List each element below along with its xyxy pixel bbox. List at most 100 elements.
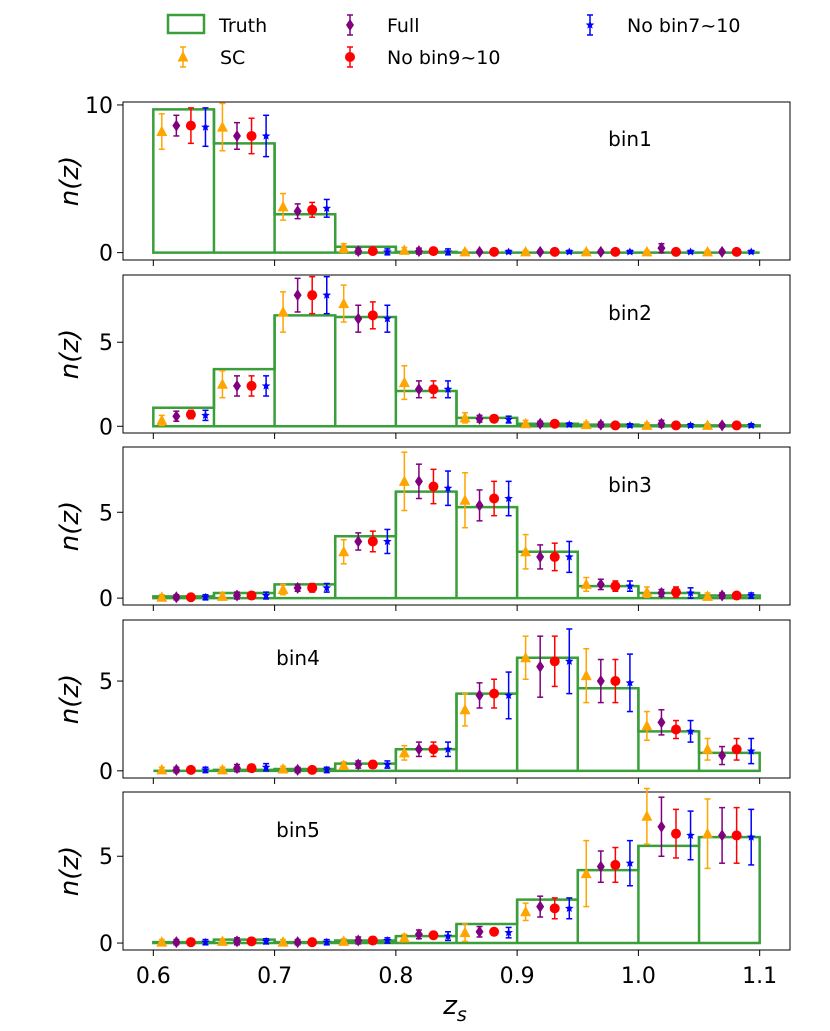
data-point — [156, 936, 168, 947]
y-tick-label: 0 — [99, 587, 113, 612]
data-point — [475, 412, 484, 425]
legend-no-bin7-10-marker — [585, 20, 595, 29]
data-point — [596, 245, 605, 258]
data-point — [625, 858, 635, 867]
data-point — [459, 411, 471, 423]
y-tick-label: 5 — [99, 501, 113, 526]
data-point — [549, 656, 560, 667]
data-point — [185, 592, 196, 603]
data-point — [746, 420, 756, 430]
data-point — [307, 204, 318, 215]
data-point — [657, 586, 666, 599]
data-point — [686, 420, 695, 430]
series-sc — [156, 787, 714, 947]
data-point — [731, 246, 742, 257]
data-point — [428, 246, 439, 257]
data-point — [625, 581, 635, 590]
data-point — [232, 762, 241, 775]
data-point — [185, 764, 196, 775]
series-full — [172, 635, 727, 776]
data-point — [354, 312, 363, 325]
data-point — [549, 551, 560, 562]
y-axis-label: n(z) — [55, 329, 85, 379]
data-point — [610, 420, 621, 431]
series-full — [172, 796, 727, 949]
data-point — [489, 493, 500, 504]
data-point — [172, 410, 181, 423]
data-point — [504, 690, 513, 700]
data-point — [398, 475, 410, 486]
data-point — [641, 719, 653, 731]
series-no-bin9-10 — [185, 806, 742, 948]
data-point — [580, 669, 592, 681]
data-point — [459, 703, 471, 715]
series-no-bin7-10 — [201, 808, 756, 946]
data-point — [443, 931, 453, 940]
data-point — [398, 931, 410, 943]
legend-full-label: Full — [387, 15, 420, 37]
data-point — [261, 762, 271, 771]
panel-label: bin3 — [608, 473, 652, 497]
x-axis-label: zs — [442, 991, 467, 1026]
legend-sc-label: SC — [220, 47, 245, 69]
data-point — [746, 247, 756, 256]
data-point — [322, 765, 332, 774]
legend-truth-swatch — [166, 13, 206, 35]
y-tick-label: 5 — [99, 845, 113, 870]
data-point — [246, 590, 257, 601]
series-no-bin9-10 — [185, 275, 742, 431]
data-point — [293, 289, 302, 302]
series-no-bin9-10 — [185, 635, 742, 775]
y-tick-label: 10 — [85, 94, 113, 119]
series-sc — [156, 102, 714, 257]
data-point — [322, 583, 332, 592]
data-point — [610, 676, 621, 687]
series-no-bin7-10 — [201, 628, 756, 774]
panel-label: bin4 — [276, 646, 320, 670]
data-point — [731, 830, 742, 841]
data-point — [475, 689, 484, 702]
data-point — [185, 409, 196, 420]
data-point — [504, 928, 513, 937]
data-point — [443, 744, 453, 753]
data-point — [671, 420, 682, 431]
data-point — [702, 245, 714, 257]
data-point — [565, 552, 574, 561]
data-point — [459, 926, 471, 938]
data-point — [625, 678, 635, 687]
data-point — [718, 829, 727, 842]
data-point — [459, 245, 471, 257]
data-point — [307, 290, 318, 301]
data-point — [718, 749, 727, 762]
data-point — [261, 381, 271, 390]
data-point — [232, 935, 241, 948]
data-point — [610, 859, 621, 870]
series-full — [172, 277, 727, 432]
series-sc — [156, 635, 714, 775]
data-point — [671, 724, 682, 735]
data-point — [746, 832, 756, 841]
data-point — [216, 763, 228, 775]
data-point — [686, 247, 695, 256]
data-point — [398, 746, 410, 758]
series-full — [172, 114, 727, 258]
data-point — [383, 314, 392, 323]
panel-frame — [122, 791, 791, 951]
data-point — [686, 726, 695, 735]
data-point — [338, 545, 350, 557]
panel-bin5: 0 5 bin5 n(z) — [55, 787, 791, 957]
data-point — [216, 590, 228, 601]
data-point — [520, 545, 532, 557]
data-point — [475, 245, 484, 258]
data-point — [475, 499, 484, 512]
data-point — [549, 903, 560, 914]
data-point — [549, 246, 560, 257]
data-point — [232, 379, 241, 392]
legend-no-bin7-10-label: No bin7~10 — [627, 15, 740, 37]
data-point — [307, 937, 318, 948]
data-point — [261, 591, 271, 600]
data-point — [520, 651, 532, 663]
data-point — [718, 419, 727, 432]
data-point — [261, 936, 271, 945]
data-point — [565, 247, 574, 256]
